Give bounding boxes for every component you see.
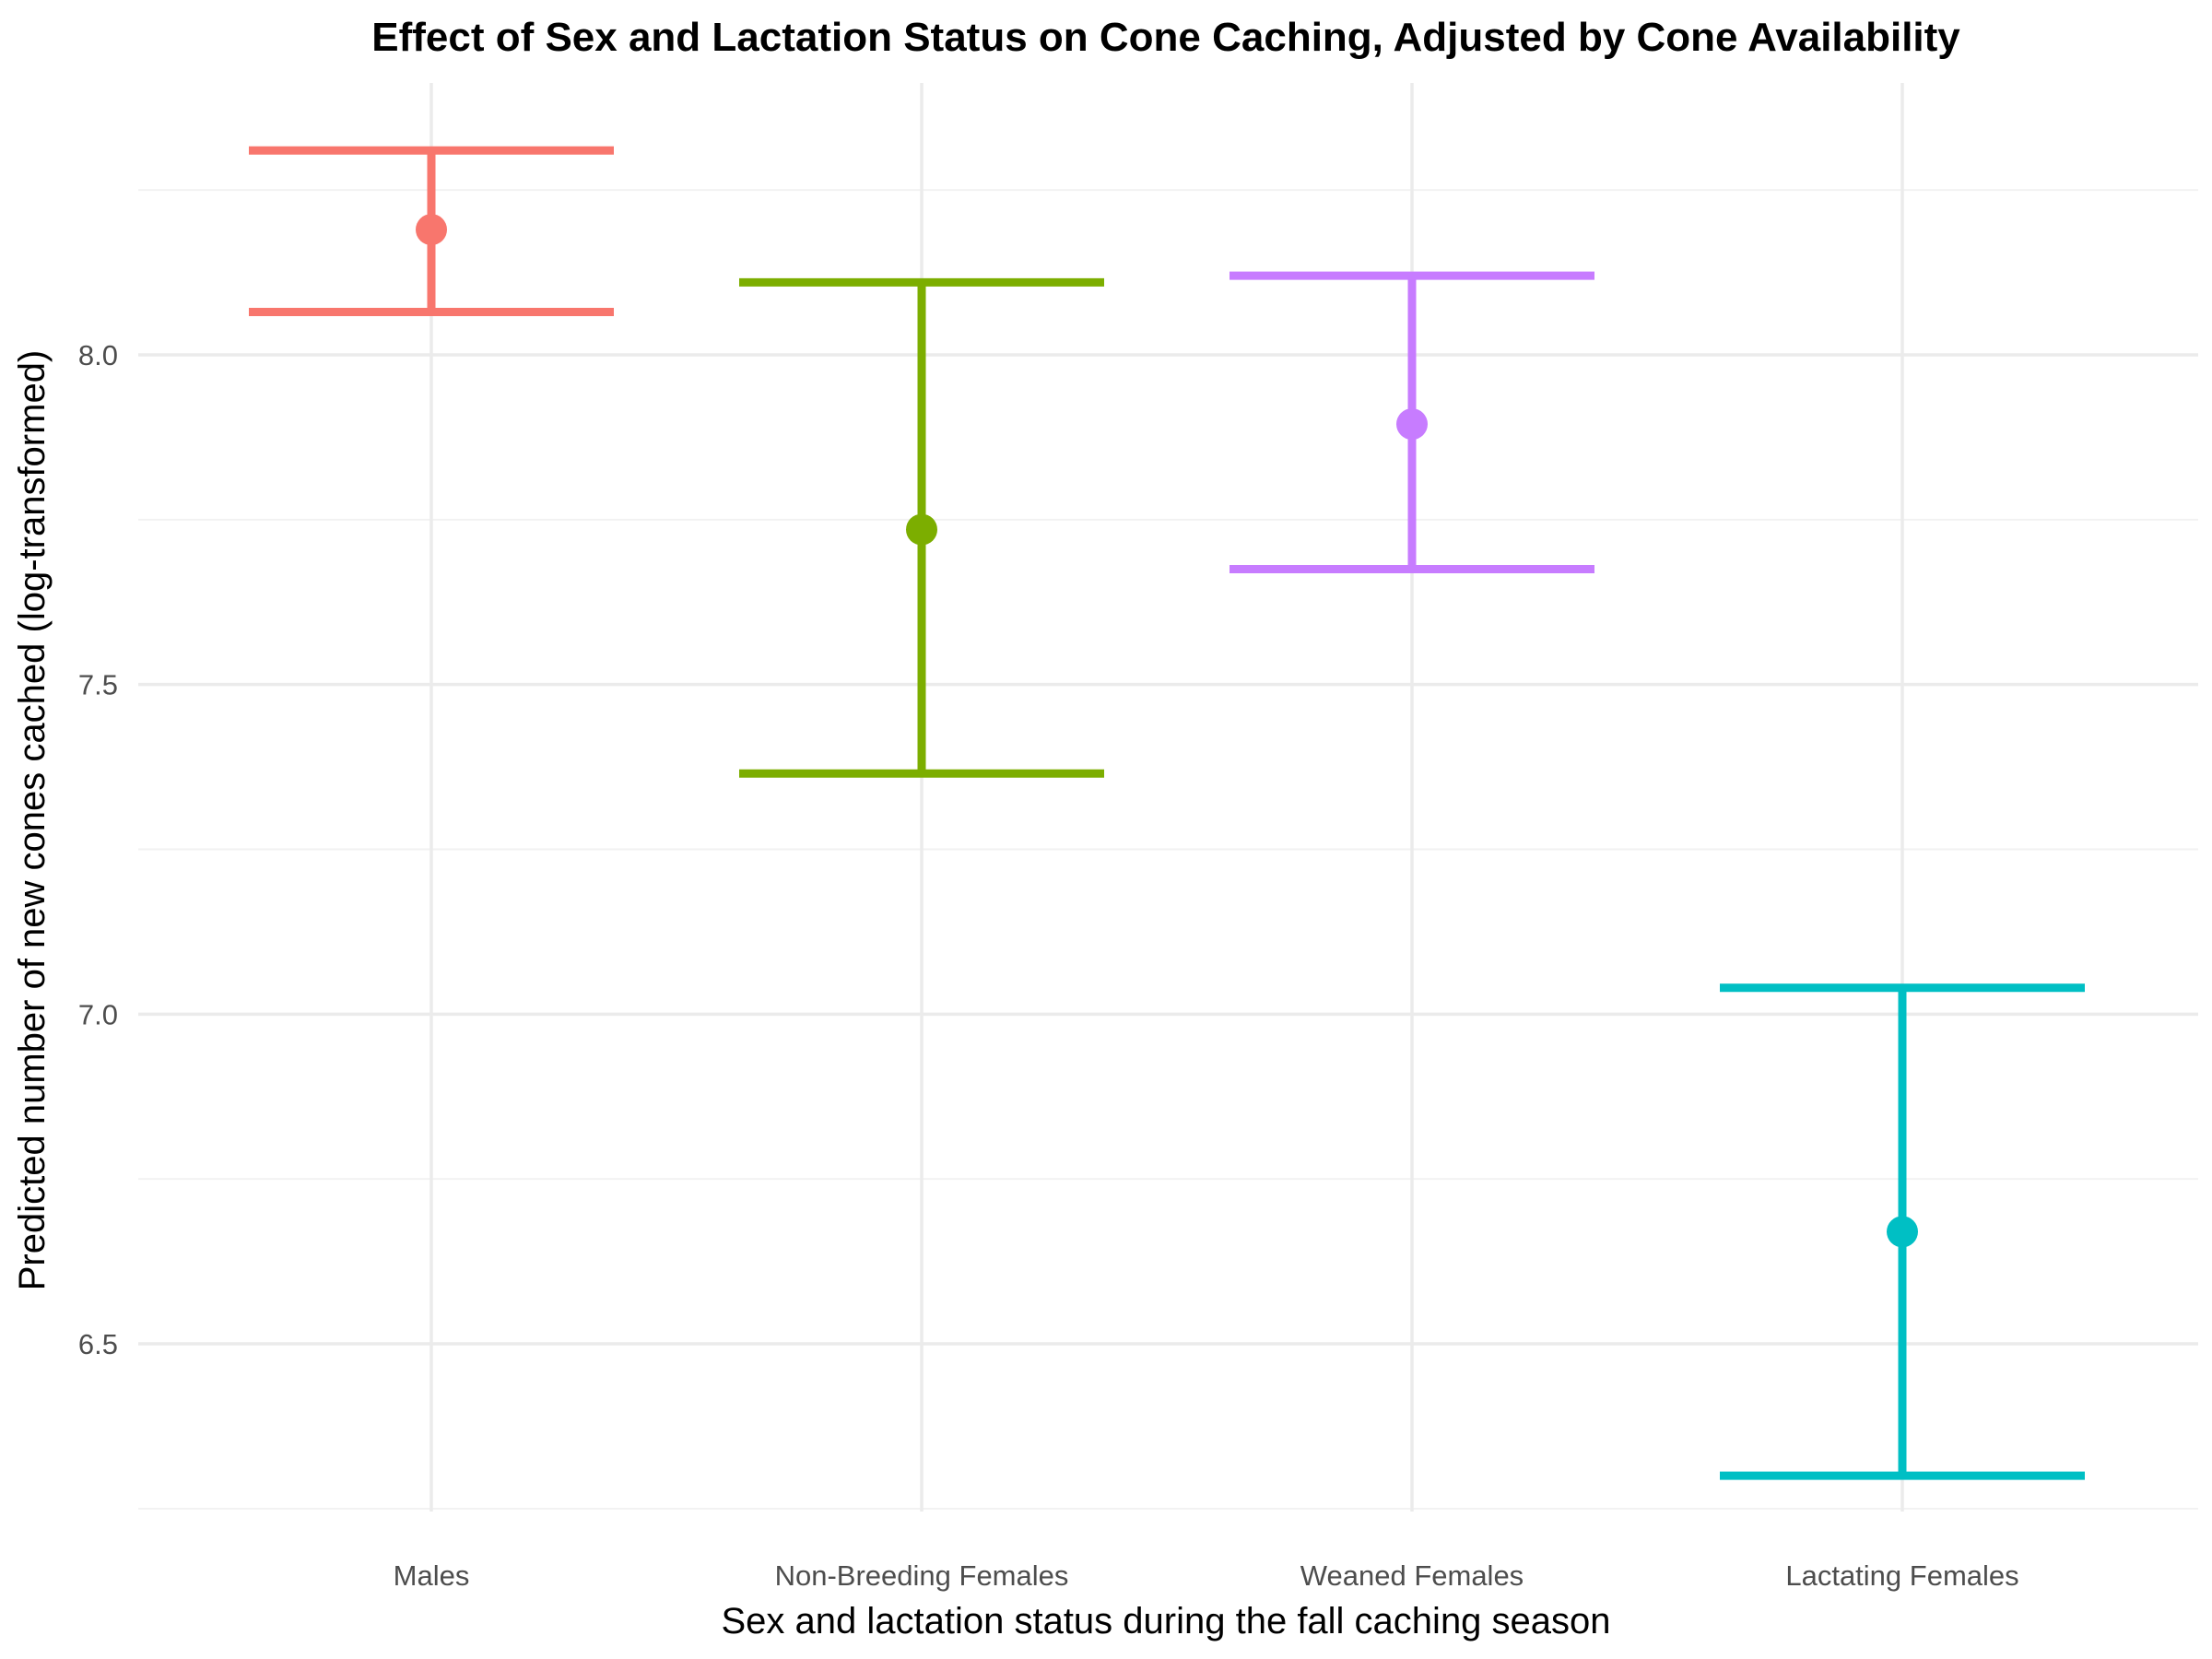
estimate-point [1887,1216,1918,1248]
marks-layer [249,146,2085,1480]
chart-title: Effect of Sex and Lactation Status on Co… [371,15,1960,60]
x-tick-label: Non-Breeding Females [775,1559,1069,1592]
x-tick-labels: Males Non-Breeding Females Weaned Females L… [394,1559,2019,1592]
estimate-point [416,214,447,246]
y-tick-labels: 6.5 7.0 7.5 8.0 [78,339,118,1360]
y-axis-title: Predicted number of new cones cached (lo… [12,350,53,1291]
y-tick-label: 8.0 [78,339,118,371]
x-tick-label: Lactating Females [1785,1559,2018,1592]
grid-layer [138,83,2198,1512]
x-tick-label: Males [394,1559,470,1592]
y-tick-label: 6.5 [78,1328,118,1360]
y-tick-label: 7.5 [78,669,118,701]
y-tick-label: 7.0 [78,998,118,1030]
x-tick-label: Weaned Females [1300,1559,1524,1592]
estimate-point [906,513,937,546]
x-axis-title: Sex and lactation status during the fall… [721,1601,1610,1641]
estimate-point [1396,408,1428,441]
